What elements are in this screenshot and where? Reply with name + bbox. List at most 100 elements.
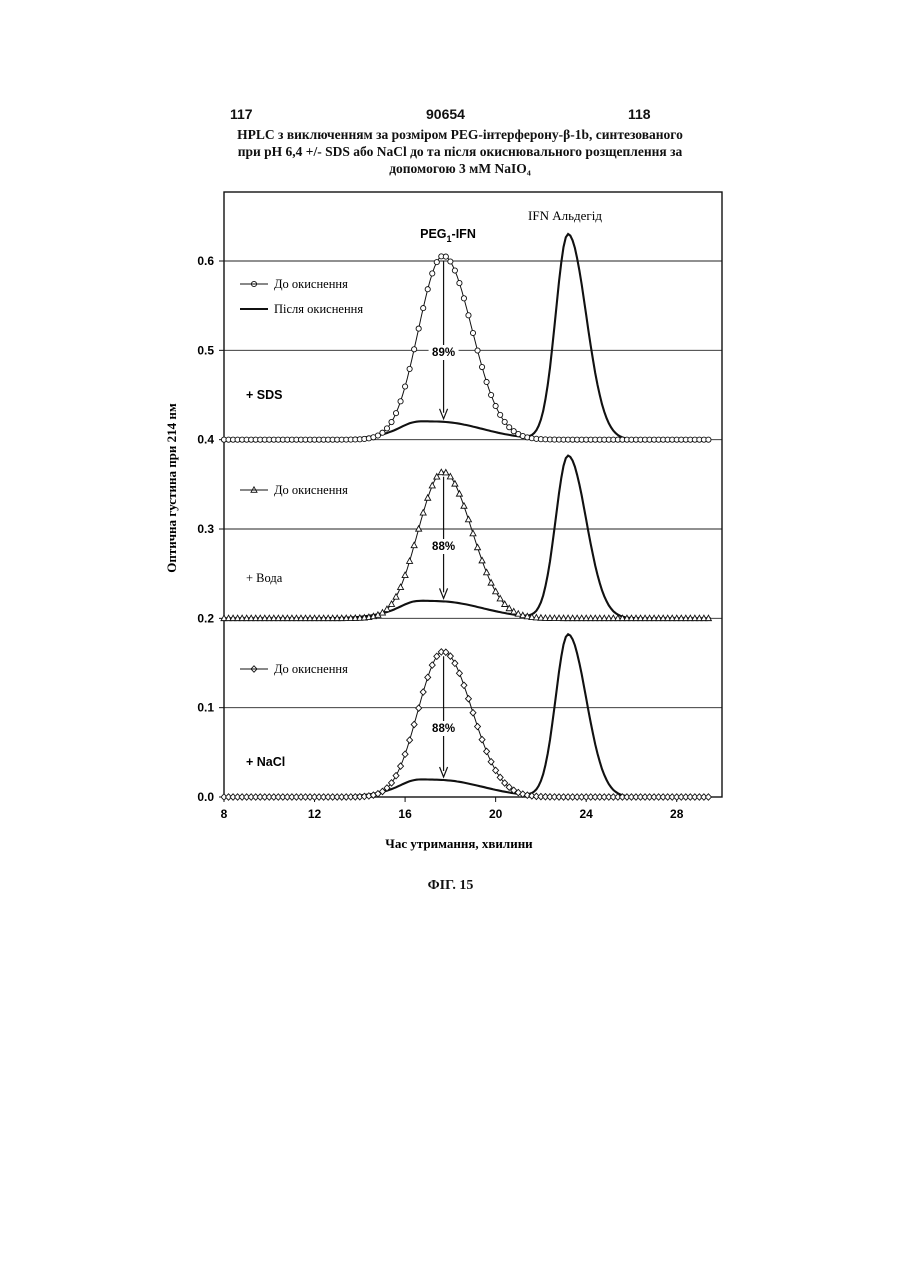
after-oxidation-trace: [224, 234, 711, 440]
percent-label: 89%: [432, 347, 455, 359]
data-point: [461, 682, 467, 688]
data-point: [429, 482, 435, 488]
data-point: [502, 419, 507, 424]
data-point: [470, 330, 475, 335]
x-tick-label: 16: [398, 807, 412, 821]
data-point: [416, 326, 421, 331]
y-tick-label: 0.2: [197, 611, 214, 625]
data-point: [706, 437, 711, 442]
peak-label-peg-ifn: PEG1-IFN: [420, 227, 476, 244]
data-point: [407, 737, 413, 743]
data-point: [407, 366, 412, 371]
data-point: [484, 748, 490, 754]
annotations: 89% До окиснення Після окиснення + SDS 88% До…: [240, 261, 459, 777]
legend-label-before: До окиснення: [274, 483, 348, 497]
data-point: [393, 772, 399, 778]
data-point: [398, 584, 404, 590]
data-point: [475, 544, 481, 550]
data-point: [466, 313, 471, 318]
data-point: [425, 674, 431, 680]
data-point: [470, 530, 476, 536]
data-point: [461, 296, 466, 301]
legend-label-after: Після окиснення: [274, 302, 363, 316]
data-point: [407, 558, 413, 564]
x-tick-label: 24: [580, 807, 594, 821]
data-point: [465, 696, 471, 702]
data-point: [416, 705, 422, 711]
panel-label: + NaCl: [246, 755, 285, 769]
data-point: [452, 481, 458, 487]
data-point: [420, 510, 426, 516]
x-tick-label: 8: [221, 807, 228, 821]
legend-label-before: До окиснення: [274, 662, 348, 676]
data-point: [452, 268, 457, 273]
data-point: [420, 689, 426, 695]
data-point: [416, 526, 422, 532]
data-point: [393, 594, 399, 600]
x-tick-label: 20: [489, 807, 503, 821]
peak-label-ifn-aldehyde: IFN Альдегід: [528, 208, 602, 223]
y-axis-label: Оптична густина при 214 нм: [164, 403, 179, 573]
legend-label-before: До окиснення: [274, 277, 348, 291]
data-point: [443, 649, 449, 655]
x-axis-label: Час утримання, хвилини: [385, 836, 533, 851]
data-markers: [221, 254, 711, 800]
data-point: [452, 660, 458, 666]
data-point: [429, 662, 435, 668]
y-tick-label: 0.1: [197, 701, 214, 715]
data-point: [484, 569, 490, 575]
data-point: [398, 763, 404, 769]
x-tick-label: 28: [670, 807, 684, 821]
data-point: [425, 287, 430, 292]
data-point: [389, 419, 394, 424]
data-point: [425, 495, 431, 501]
data-point: [456, 491, 462, 497]
data-point: [475, 723, 481, 729]
data-point: [411, 542, 417, 548]
x-tick-label: 12: [308, 807, 322, 821]
data-point: [705, 794, 711, 800]
data-point: [402, 384, 407, 389]
data-point: [380, 430, 385, 435]
data-point: [412, 347, 417, 352]
data-point: [488, 580, 494, 586]
percent-label: 88%: [432, 723, 455, 735]
data-point: [457, 280, 462, 285]
data-point: [443, 254, 448, 259]
percent-label: 88%: [432, 541, 455, 553]
data-point: [479, 364, 484, 369]
y-tick-label: 0.4: [197, 433, 214, 447]
panel-label: + SDS: [246, 388, 282, 402]
data-point: [465, 516, 471, 522]
y-tick-label: 0.5: [197, 343, 214, 357]
data-point: [461, 503, 467, 509]
data-point: [402, 751, 408, 757]
data-point: [479, 736, 485, 742]
data-point: [493, 767, 499, 773]
hplc-chart: 0.0 0.1 0.2 0.3 0.4 0.5 0.6 8 12 16 20 24 28 89% До о…: [0, 0, 901, 870]
data-point: [489, 392, 494, 397]
y-tick-label: 0.6: [197, 254, 214, 268]
data-point: [456, 670, 462, 676]
chromatogram-traces: [224, 234, 711, 797]
y-tick-label: 0.0: [197, 790, 214, 804]
data-point: [411, 721, 417, 727]
figure-caption: ФІГ. 15: [0, 878, 901, 894]
data-point: [421, 306, 426, 311]
data-point: [479, 557, 485, 563]
after-oxidation-trace: [224, 456, 711, 619]
data-point: [488, 759, 494, 765]
data-point: [384, 426, 389, 431]
data-point: [493, 588, 499, 594]
data-point: [398, 399, 403, 404]
y-tick-label: 0.3: [197, 522, 214, 536]
data-point: [475, 348, 480, 353]
data-point: [434, 260, 439, 265]
data-point: [470, 710, 476, 716]
data-point: [448, 259, 453, 264]
data-point: [402, 572, 408, 578]
data-point: [430, 271, 435, 276]
data-point: [484, 379, 489, 384]
data-point: [393, 411, 398, 416]
data-point: [498, 412, 503, 417]
